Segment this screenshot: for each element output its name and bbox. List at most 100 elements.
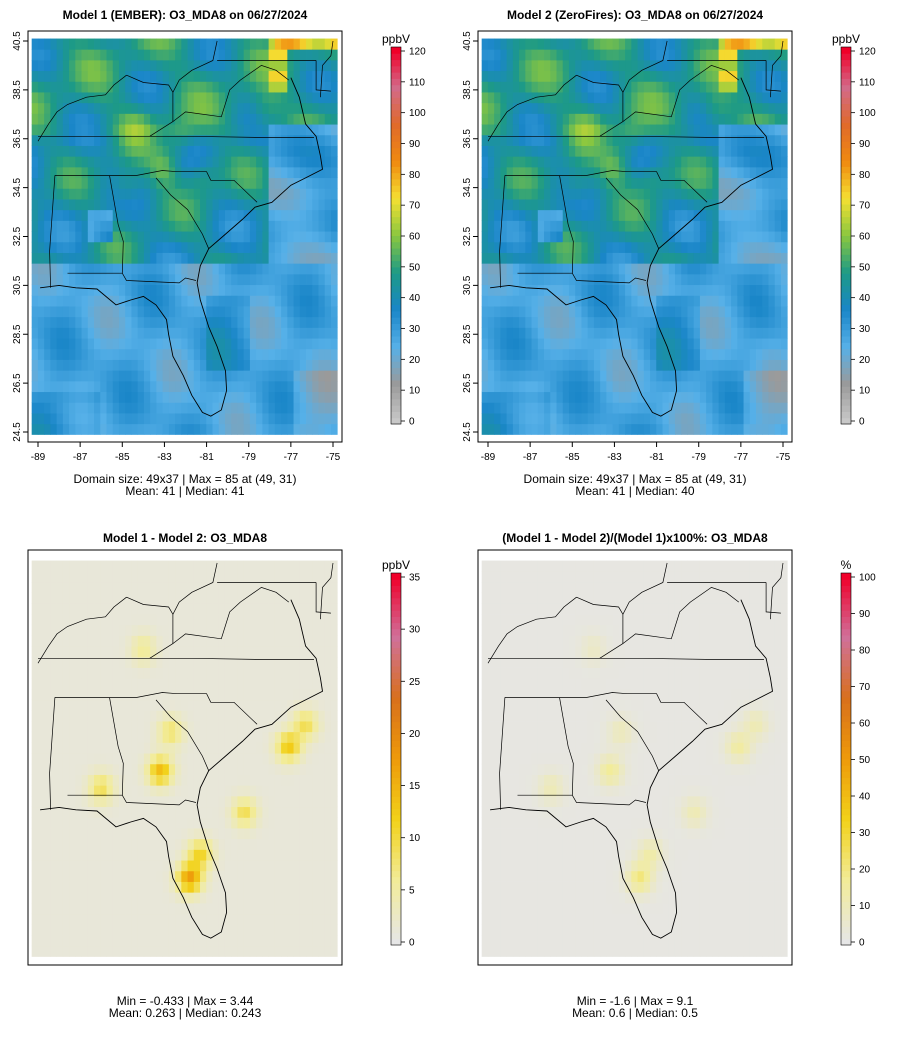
grid-cell	[780, 49, 788, 61]
grid-cell	[100, 678, 107, 690]
grid-cell	[181, 295, 188, 307]
grid-cell	[743, 231, 751, 243]
grid-cell	[175, 913, 182, 925]
grid-cell	[56, 327, 64, 339]
grid-cell	[69, 338, 76, 350]
grid-cell	[187, 603, 195, 615]
grid-cell	[724, 134, 732, 146]
grid-cell	[150, 560, 157, 572]
grid-cell	[112, 592, 120, 604]
x-tick-label: -83	[157, 452, 172, 463]
grid-cell	[175, 849, 182, 861]
grid-cell	[544, 391, 551, 403]
grid-cell	[512, 188, 520, 200]
grid-cell	[156, 188, 164, 200]
grid-cell	[131, 571, 139, 583]
y-tick-label: 34.5	[12, 177, 23, 197]
grid-cell	[75, 795, 82, 808]
grid-cell	[181, 145, 188, 157]
grid-cell	[94, 156, 101, 168]
grid-cell	[500, 59, 508, 72]
grid-cell	[587, 102, 595, 114]
grid-cell	[168, 295, 176, 307]
grid-cell	[668, 252, 676, 264]
grid-cell	[31, 828, 39, 840]
grid-cell	[81, 838, 89, 850]
grid-cell	[306, 316, 313, 328]
grid-cell	[218, 370, 226, 382]
grid-cell	[156, 145, 164, 157]
grid-cell	[519, 284, 526, 296]
grid-cell	[487, 316, 495, 328]
grid-cell	[106, 849, 114, 861]
grid-cell	[69, 134, 76, 146]
grid-cell	[37, 124, 45, 136]
grid-cell	[550, 263, 557, 275]
grid-cell	[75, 380, 82, 393]
grid-cell	[494, 177, 501, 189]
grid-cell	[531, 134, 539, 146]
grid-cell	[81, 102, 89, 114]
grid-cell	[625, 391, 632, 403]
grid-cell	[274, 188, 282, 200]
colorbar-segment	[841, 329, 851, 337]
colorbar-segment	[391, 216, 401, 224]
grid-cell	[519, 199, 526, 211]
grid-cell	[131, 327, 139, 339]
grid-cell	[293, 306, 301, 318]
grid-cell	[494, 316, 501, 328]
grid-cell	[143, 571, 151, 583]
grid-cell	[162, 49, 170, 61]
grid-cell	[749, 359, 757, 371]
grid-cell	[44, 370, 51, 382]
grid-cell	[94, 892, 101, 904]
grid-cell	[681, 177, 688, 189]
grid-cell	[562, 177, 570, 189]
grid-cell	[200, 614, 207, 626]
grid-cell	[193, 667, 201, 679]
grid-cell	[718, 316, 726, 328]
grid-cell	[37, 220, 45, 232]
grid-cell	[262, 348, 270, 360]
grid-cell	[218, 113, 226, 125]
grid-cell	[575, 102, 582, 114]
grid-cell	[768, 209, 776, 221]
grid-cell	[262, 70, 270, 82]
colorbar-segment	[391, 90, 401, 98]
grid-cell	[556, 49, 564, 61]
grid-cell	[87, 252, 95, 264]
grid-cell	[50, 220, 58, 232]
grid-cell	[637, 38, 645, 50]
grid-cell	[287, 59, 294, 72]
grid-cell	[106, 177, 114, 189]
grid-cell	[87, 370, 95, 382]
grid-cell	[743, 380, 751, 393]
grid-cell	[500, 38, 508, 50]
grid-cell	[31, 231, 39, 243]
grid-cell	[31, 774, 39, 786]
grid-cell	[575, 38, 582, 50]
state-boundary	[315, 60, 331, 92]
grid-cell	[274, 70, 282, 82]
grid-cell	[81, 70, 89, 82]
grid-cell	[668, 145, 676, 157]
grid-cell	[62, 828, 70, 840]
grid-cell	[612, 70, 620, 82]
grid-cell	[125, 742, 132, 754]
grid-cell	[631, 413, 638, 425]
grid-cell	[243, 188, 251, 200]
grid-cell	[731, 49, 738, 61]
colorbar-tick-label: 30	[859, 324, 871, 335]
grid-cell	[531, 59, 539, 72]
grid-cell	[87, 753, 95, 765]
grid-cell	[618, 316, 626, 328]
grid-cell	[537, 166, 545, 179]
colorbar-segment	[391, 248, 401, 255]
grid-cell	[81, 295, 89, 307]
grid-cell	[118, 273, 126, 286]
grid-cell	[168, 806, 176, 818]
grid-cell	[181, 252, 188, 264]
grid-cell	[556, 263, 564, 275]
grid-cell	[706, 359, 713, 371]
grid-cell	[150, 188, 157, 200]
